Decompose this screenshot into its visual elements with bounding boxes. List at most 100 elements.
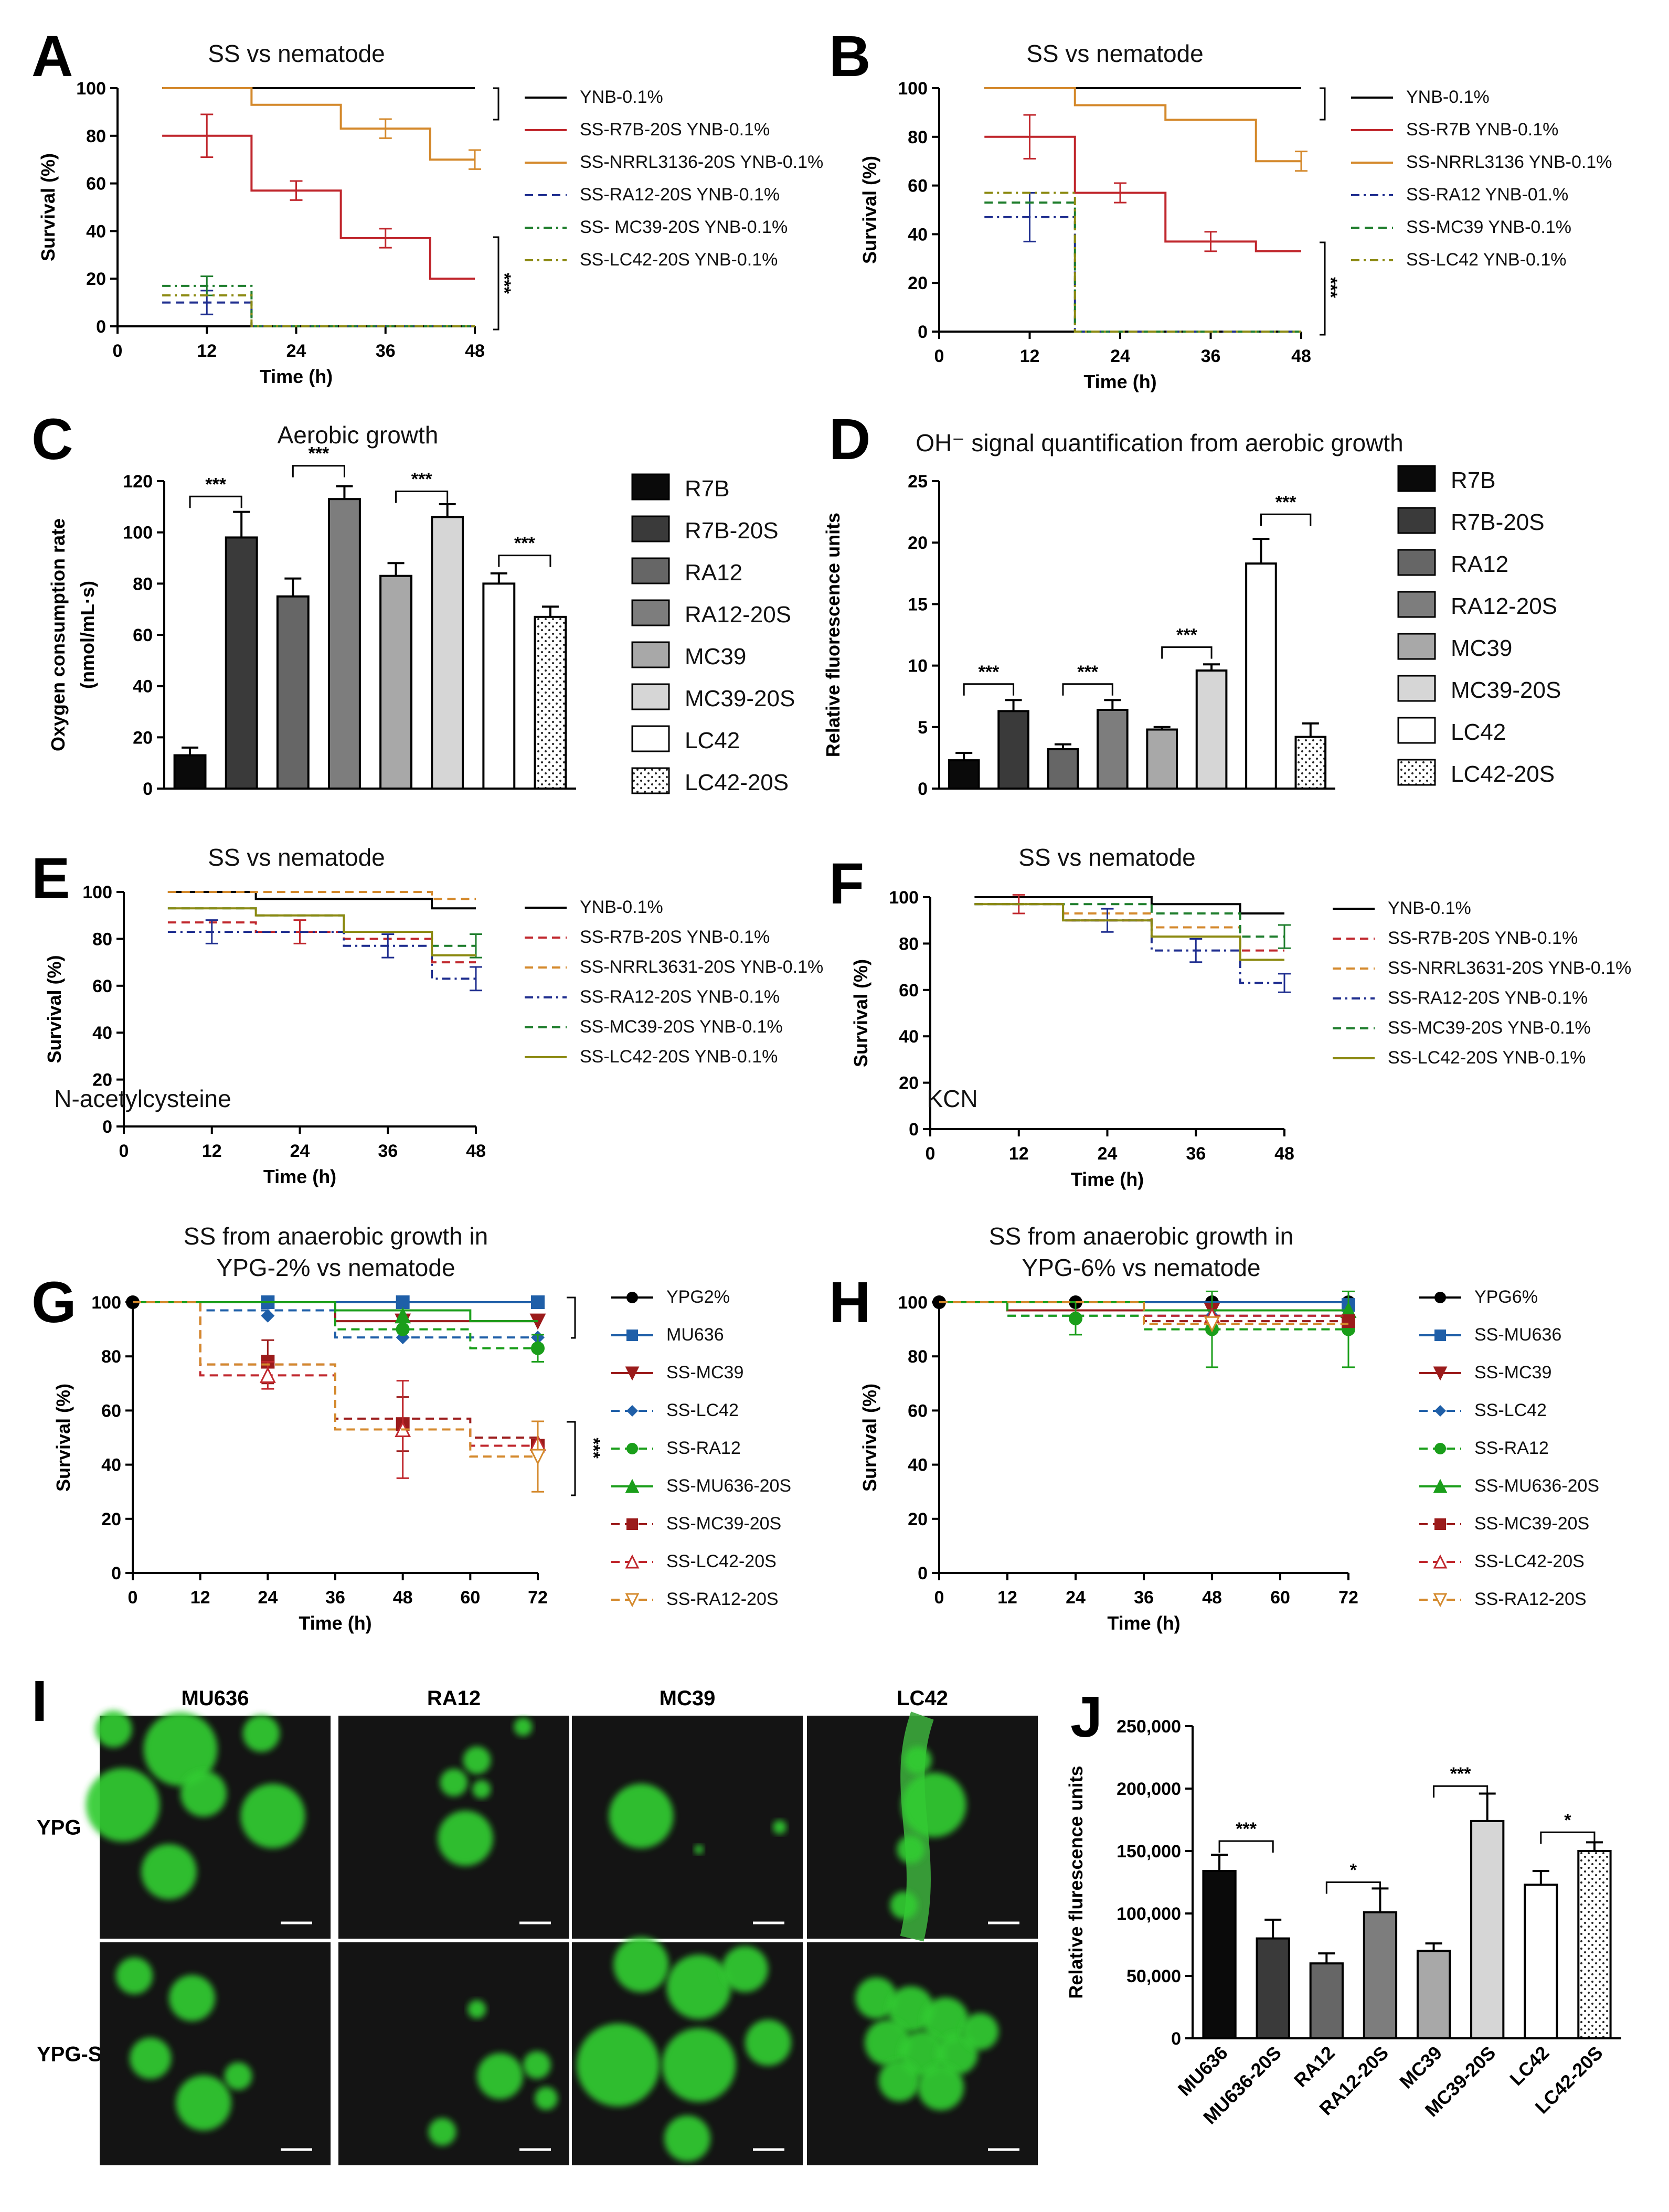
x-tick-label: 72 [528, 1588, 548, 1608]
x-category-label: LC42 [1505, 2042, 1553, 2090]
x-tick-label: 0 [119, 1141, 129, 1161]
legend-label: SS-LC42-20S [666, 1551, 777, 1571]
y-tick-label: 80 [101, 1347, 121, 1367]
x-tick-label: 24 [1098, 1144, 1118, 1164]
bar-MC39-20S [431, 516, 464, 790]
legend-label: SS-MC39-20S [1474, 1514, 1589, 1534]
x-tick-label: 24 [1110, 346, 1130, 366]
significance-mark: *** [1236, 1819, 1257, 1839]
x-category-label: MC39 [1395, 2042, 1446, 2093]
series-ss-r7b-ynb-0-1- [984, 114, 1301, 252]
y-tick-label: 5 [918, 718, 928, 738]
significance-mark: *** [583, 1438, 603, 1459]
marker-square [626, 1518, 638, 1530]
significance-mark: *** [1077, 662, 1098, 682]
y-tick-label: 20 [92, 1070, 112, 1090]
x-tick-label: 24 [286, 341, 306, 361]
x-tick-label: 12 [202, 1141, 222, 1161]
y-tick-label: 100 [123, 523, 153, 543]
legend-label: RA12-20S [685, 602, 791, 628]
legend-swatch [1397, 759, 1436, 786]
y-tick-label: 40 [101, 1455, 121, 1475]
marker-triangle-down [625, 1366, 640, 1381]
series-ss-mu636-20s [133, 1301, 538, 1324]
y-tick-label: 100 [898, 79, 928, 99]
legend-label: SS-RA12 YNB-01.% [1406, 185, 1568, 205]
legend-label: SS-NRRL3631-20S YNB-0.1% [1388, 958, 1631, 978]
legend-label: YNB-0.1% [1406, 87, 1490, 107]
panel-label: B [829, 24, 870, 89]
fluorescent-cell [472, 1780, 491, 1799]
y-tick-label: 10 [908, 656, 928, 676]
legend-label: SS-R7B-20S YNB-0.1% [580, 120, 770, 140]
bar-MU636 [1202, 1870, 1237, 2040]
legend-label: SS- MC39-20S YNB-0.1% [580, 217, 788, 237]
series-ss-r7b-20s-ynb-0-1- [167, 919, 476, 964]
series-ss-ra12-20s-ynb-0-1- [974, 903, 1291, 993]
x-tick-label: 36 [378, 1141, 398, 1161]
series-ss-mc39-20s-ynb-0-1- [162, 275, 475, 327]
bar-LC42-20S [1294, 736, 1327, 790]
y-tick-label: 80 [86, 126, 106, 146]
sig-bracket [1540, 1831, 1596, 1844]
y-axis-label: Relative fluorescence units [822, 513, 844, 757]
series-ss-lc42-20s-ynb-0-1- [162, 294, 475, 327]
series-ss-lc42-20s-ynb-0-1- [974, 903, 1284, 961]
fluorescent-cell [961, 2013, 999, 2050]
fluorescent-cell [141, 1844, 197, 1900]
legend-swatch [1397, 465, 1436, 492]
chart-title: OH⁻ signal quantification from aerobic g… [916, 429, 1403, 456]
chart-title: SS vs nematode [1018, 844, 1196, 871]
x-axis-label: Time (h) [263, 1166, 336, 1187]
x-tick-label: 36 [1186, 1144, 1206, 1164]
chart-title: Aerobic growth [278, 421, 439, 449]
x-axis-label: Time (h) [260, 366, 333, 387]
fluorescent-cell [855, 1977, 897, 2019]
legend-label: MC39-20S [685, 686, 795, 711]
legend-label: SS-MC39 [1474, 1363, 1551, 1382]
fluorescent-cell [535, 2087, 558, 2110]
marker-circle [1434, 1443, 1446, 1454]
sig-bracket [493, 87, 499, 121]
bar-LC42 [1245, 562, 1277, 790]
y-tick-label: 100,000 [1117, 1904, 1181, 1924]
y-tick-label: 100 [898, 1293, 928, 1313]
significance-mark: *** [494, 273, 514, 294]
y-tick-label: 50,000 [1126, 1966, 1181, 1986]
fluorescent-cell [438, 1810, 493, 1866]
y-tick-label: 200,000 [1117, 1779, 1181, 1799]
bar-LC42 [1524, 1884, 1558, 2039]
survival-step-line [984, 192, 1301, 333]
fluorescent-cell [662, 2028, 736, 2102]
legend-label: MC39 [1451, 635, 1512, 661]
panel-G: G SS from anaerobic growth in YPG-2% vs ne… [31, 1222, 791, 1634]
bar-R7B-20S [225, 536, 258, 790]
sig-bracket [1433, 1785, 1489, 1798]
y-tick-label: 40 [133, 677, 153, 697]
legend-label: SS-RA12-20S [1474, 1589, 1587, 1609]
panel-B: B SS vs nematode 0 20 40 60 80 100 0 12 24 36 48 Time… [829, 24, 1612, 392]
legend-label: YPG6% [1474, 1287, 1538, 1307]
y-axis-label: Oxygen consumption rate [47, 518, 69, 751]
y-tick-label: 100 [82, 882, 112, 902]
bar-MC39 [1146, 728, 1178, 790]
fluorescent-cell [428, 2118, 456, 2146]
legend-swatch [1397, 717, 1436, 744]
sig-bracket [1218, 1840, 1274, 1853]
y-tick-label: 40 [908, 1455, 928, 1475]
survival-step-line [939, 1301, 1348, 1325]
legend-label: SS-RA12-20S YNB-0.1% [1388, 988, 1588, 1008]
marker-square [626, 1330, 638, 1341]
survival-step-line [167, 921, 476, 964]
y-tick-label: 60 [92, 976, 112, 996]
marker-triangle-up [395, 1307, 411, 1324]
chart-title: SS from anaerobic growth in [989, 1222, 1293, 1250]
y-tick-label: 15 [908, 594, 928, 614]
x-axis-label: Time (h) [1083, 371, 1156, 392]
condition-label: N-acetylcysteine [54, 1085, 231, 1112]
significance-mark: *** [1321, 277, 1341, 298]
marker-diamond [261, 1309, 275, 1323]
series-ynb-0-1- [167, 891, 476, 910]
legend-label: MC39 [685, 644, 746, 669]
